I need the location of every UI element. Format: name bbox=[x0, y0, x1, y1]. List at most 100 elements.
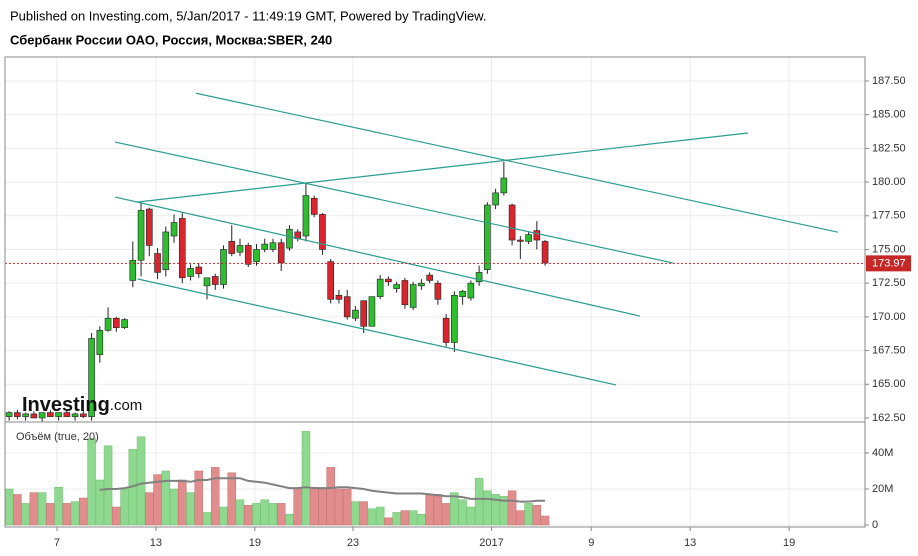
last-price-label: 173.97 bbox=[872, 257, 906, 269]
volume-bar bbox=[441, 503, 451, 526]
candle-body bbox=[121, 319, 128, 328]
candle-body bbox=[187, 268, 194, 277]
volume-bar bbox=[309, 486, 319, 526]
candle-body bbox=[253, 249, 260, 262]
candle-body bbox=[319, 214, 326, 250]
volume-bar bbox=[351, 501, 360, 526]
plot-frame bbox=[4, 56, 866, 528]
y2-tick-label: 20M bbox=[872, 483, 893, 495]
volume-bar bbox=[334, 488, 344, 526]
trend-line bbox=[137, 132, 748, 203]
volume-bar bbox=[326, 467, 335, 526]
volume-bar bbox=[161, 470, 171, 526]
y-tick-label: 162.50 bbox=[872, 412, 906, 424]
candle-body bbox=[401, 280, 409, 306]
volume-bar bbox=[95, 479, 105, 526]
volume-bar bbox=[532, 504, 542, 526]
volume-bar bbox=[458, 499, 467, 526]
volume-bar bbox=[37, 492, 47, 526]
volume-bar bbox=[21, 503, 30, 526]
volume-bar bbox=[186, 492, 195, 526]
candle-body bbox=[327, 261, 334, 300]
volume-bar bbox=[507, 490, 517, 526]
volume-ma-line bbox=[99, 477, 546, 503]
volume-bar bbox=[293, 488, 302, 526]
candle-body bbox=[376, 278, 384, 297]
candle-body bbox=[525, 234, 532, 242]
candle-body bbox=[508, 204, 516, 241]
candle-body bbox=[71, 413, 79, 417]
candle-body bbox=[484, 204, 491, 270]
y-tick-label: 167.50 bbox=[872, 344, 906, 356]
x-tick-label: 13 bbox=[150, 537, 162, 549]
volume-bar bbox=[301, 431, 311, 526]
candle-body bbox=[55, 412, 62, 417]
volume-bar bbox=[524, 503, 533, 526]
trend-line bbox=[195, 92, 838, 233]
volume-bar bbox=[342, 488, 352, 526]
trend-line bbox=[114, 196, 641, 317]
volume-bar bbox=[46, 503, 55, 526]
y-tick-label: 165.00 bbox=[872, 378, 906, 390]
volume-bar bbox=[384, 517, 393, 526]
candle-body bbox=[104, 317, 112, 331]
x-tick-label: 9 bbox=[588, 537, 594, 549]
candle-body bbox=[442, 317, 450, 343]
volume-bar bbox=[359, 501, 368, 526]
candle-body bbox=[203, 277, 211, 287]
candle-body bbox=[162, 231, 170, 270]
volume-bar bbox=[178, 479, 187, 526]
candle-body bbox=[137, 210, 145, 261]
volume-bar bbox=[211, 467, 220, 526]
candle-body bbox=[129, 259, 137, 281]
volume-bar bbox=[29, 492, 39, 526]
symbol-title: Сбербанк России ОАО, Россия, Москва:SBER… bbox=[10, 32, 332, 47]
volume-bar bbox=[120, 488, 129, 526]
candle-body bbox=[228, 241, 236, 254]
candle-body bbox=[517, 239, 524, 242]
volume-bar bbox=[276, 503, 286, 526]
volume-bar bbox=[79, 497, 88, 526]
volume-bar bbox=[268, 503, 278, 526]
y-tick-label: 172.50 bbox=[872, 277, 906, 289]
candle-body bbox=[385, 278, 392, 283]
candle-body bbox=[30, 413, 38, 419]
candle-body bbox=[451, 295, 458, 343]
candle-body bbox=[63, 412, 71, 417]
logo-brand: Investing bbox=[22, 394, 110, 416]
y-tick-label: 187.50 bbox=[872, 75, 906, 87]
volume-bar bbox=[260, 499, 269, 526]
candle-body bbox=[269, 242, 277, 250]
y-tick-label: 175.00 bbox=[872, 243, 906, 255]
candle-body bbox=[418, 282, 425, 287]
candle-body bbox=[434, 282, 442, 300]
candle-body bbox=[393, 284, 400, 289]
volume-bar bbox=[417, 513, 426, 526]
candle-body bbox=[310, 197, 318, 215]
volume-bar bbox=[235, 499, 245, 526]
volume-bar bbox=[5, 488, 14, 526]
volume-bar bbox=[194, 470, 204, 526]
volume-bar bbox=[219, 506, 228, 526]
volume-bar bbox=[70, 501, 80, 526]
volume-bar bbox=[367, 508, 377, 526]
volume-bar bbox=[62, 503, 72, 526]
volume-bar bbox=[466, 506, 476, 526]
candle-body bbox=[211, 276, 219, 285]
x-tick-label: 19 bbox=[783, 537, 795, 549]
candle-body bbox=[22, 413, 29, 417]
y2-tick-label: 0 bbox=[872, 519, 878, 531]
volume-bar bbox=[433, 494, 443, 526]
volume-bar bbox=[392, 512, 401, 526]
x-tick-label: 23 bbox=[347, 537, 359, 549]
last-price-box bbox=[866, 255, 911, 272]
candle-body bbox=[343, 296, 351, 318]
published-note: Published on Investing.com, 5/Jan/2017 -… bbox=[10, 8, 486, 23]
volume-bar bbox=[169, 488, 179, 526]
x-tick-label: 19 bbox=[249, 537, 261, 549]
candle-body bbox=[80, 413, 87, 417]
y-tick-label: 180.00 bbox=[872, 176, 906, 188]
y-tick-label: 185.00 bbox=[872, 109, 906, 121]
candle-body bbox=[467, 282, 475, 299]
y-tick-label: 170.00 bbox=[872, 311, 906, 323]
